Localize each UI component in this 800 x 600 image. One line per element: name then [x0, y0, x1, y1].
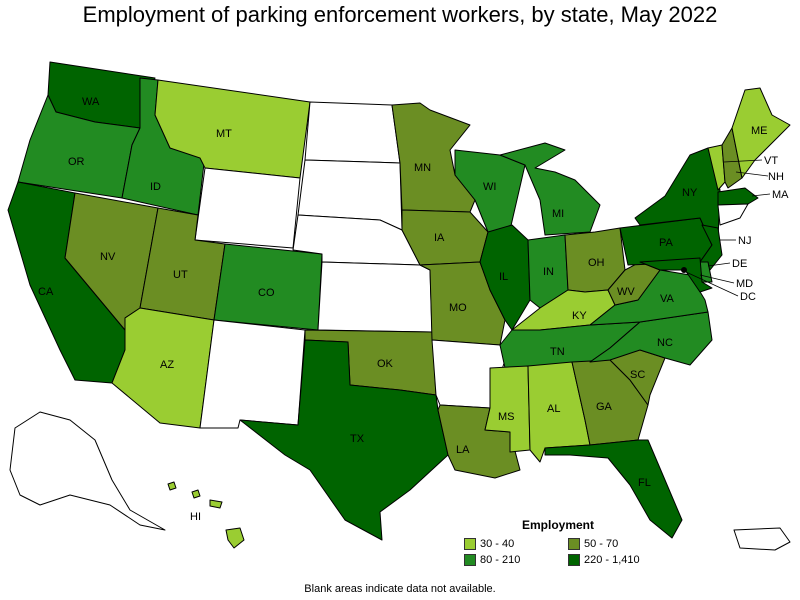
legend-label: 50 - 70	[584, 538, 619, 550]
state-NC[interactable]	[589, 311, 713, 366]
label-PA: PA	[659, 237, 674, 249]
label-MD: MD	[736, 278, 753, 290]
label-WV: WV	[617, 286, 635, 298]
map-title: Employment of parking enforcement worker…	[82, 2, 718, 27]
label-NC: NC	[657, 337, 673, 349]
leader-lines	[685, 159, 771, 297]
label-VA: VA	[660, 293, 675, 305]
legend-swatch	[464, 538, 476, 550]
state-MI[interactable]	[499, 142, 601, 236]
legend-label: 80 - 210	[480, 554, 521, 566]
legend-item-80-210: 80 - 210	[464, 554, 568, 566]
legend-swatch	[568, 554, 580, 566]
state-PR[interactable]	[733, 527, 791, 551]
label-UT: UT	[173, 269, 188, 281]
label-DE: DE	[732, 258, 747, 270]
state-HI[interactable]	[167, 481, 245, 549]
label-MO: MO	[449, 302, 467, 314]
footnote: Blank areas indicate data not available.	[304, 583, 496, 595]
label-WI: WI	[483, 181, 496, 193]
state-AK[interactable]	[9, 411, 166, 531]
label-CO: CO	[258, 287, 275, 299]
label-TX: TX	[350, 433, 365, 445]
label-KY: KY	[572, 310, 587, 322]
legend-grid: 30 - 40 50 - 70 80 - 210 220 - 1,410	[464, 538, 664, 566]
legend-title: Employment	[522, 518, 595, 532]
label-NY: NY	[682, 187, 698, 199]
label-WA: WA	[82, 96, 100, 108]
label-IA: IA	[434, 232, 445, 244]
label-IL: IL	[499, 271, 508, 283]
label-IN: IN	[543, 266, 554, 278]
label-GA: GA	[596, 401, 613, 413]
legend-swatch	[568, 538, 580, 550]
label-MS: MS	[498, 411, 515, 423]
label-DC: DC	[740, 291, 756, 303]
label-TN: TN	[550, 346, 565, 358]
state-MA[interactable]	[717, 187, 759, 206]
label-NJ: NJ	[738, 235, 751, 247]
label-MA: MA	[772, 189, 789, 201]
label-ME: ME	[751, 125, 768, 137]
label-MT: MT	[216, 128, 232, 140]
label-SC: SC	[630, 369, 645, 381]
label-VT: VT	[764, 155, 778, 167]
label-OH: OH	[588, 257, 605, 269]
state-MD[interactable]	[639, 257, 713, 293]
legend-item-30-40: 30 - 40	[464, 538, 568, 550]
label-HI: HI	[190, 511, 201, 523]
state-NM[interactable]	[199, 319, 306, 429]
legend-label: 220 - 1,410	[584, 554, 640, 566]
state-WY[interactable]	[194, 167, 301, 249]
state-TX[interactable]	[239, 339, 449, 541]
label-NH: NH	[768, 171, 784, 183]
legend: Employment 30 - 40 50 - 70 80 - 210 220 …	[464, 518, 664, 566]
dc-dot	[681, 267, 687, 273]
label-OK: OK	[377, 358, 394, 370]
label-ID: ID	[150, 181, 161, 193]
state-ME[interactable]	[731, 87, 791, 179]
state-CT[interactable]	[717, 203, 749, 226]
state-KS[interactable]	[317, 261, 433, 333]
label-MN: MN	[414, 162, 431, 174]
label-AZ: AZ	[160, 359, 174, 371]
legend-swatch	[464, 554, 476, 566]
legend-item-50-70: 50 - 70	[568, 538, 672, 550]
label-OR: OR	[68, 156, 85, 168]
state-FL[interactable]	[544, 439, 683, 539]
state-labels: WA OR CA ID NV MT UT AZ CO OK TX MN IA M…	[38, 96, 789, 523]
legend-label: 30 - 40	[480, 538, 515, 550]
label-AL: AL	[547, 403, 560, 415]
label-CA: CA	[38, 286, 54, 298]
state-ND[interactable]	[304, 101, 401, 164]
label-LA: LA	[456, 444, 470, 456]
label-MI: MI	[552, 208, 564, 220]
state-NH[interactable]	[721, 127, 743, 189]
label-FL: FL	[638, 477, 651, 489]
state-MT[interactable]	[154, 79, 311, 179]
legend-item-220-1410: 220 - 1,410	[568, 554, 672, 566]
label-NV: NV	[100, 251, 116, 263]
